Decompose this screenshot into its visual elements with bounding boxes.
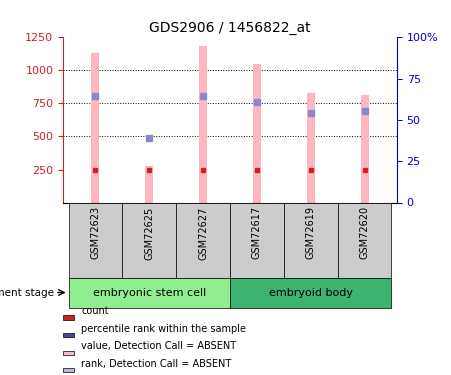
Bar [230,278,391,308]
Text: GSM72619: GSM72619 [306,206,316,259]
Text: count: count [81,306,109,316]
Bar [122,202,176,278]
Text: GSM72625: GSM72625 [144,206,154,260]
Text: value, Detection Call = ABSENT: value, Detection Call = ABSENT [81,341,236,351]
Bar [69,278,230,308]
Text: percentile rank within the sample: percentile rank within the sample [81,324,246,334]
Text: GSM72617: GSM72617 [252,206,262,260]
Bar [63,315,74,320]
Bar [63,351,74,355]
Bar [63,368,74,372]
Bar [253,64,261,202]
Text: GSM72627: GSM72627 [198,206,208,260]
Title: GDS2906 / 1456822_at: GDS2906 / 1456822_at [149,21,311,35]
Bar [63,333,74,337]
Bar [307,93,315,202]
Bar [284,202,338,278]
Text: development stage: development stage [0,288,54,297]
Bar [360,95,368,202]
Text: GSM72623: GSM72623 [91,206,101,260]
Text: rank, Detection Call = ABSENT: rank, Detection Call = ABSENT [81,359,231,369]
Bar [199,46,207,202]
Bar [92,53,100,202]
Text: embryoid body: embryoid body [269,288,353,297]
Bar [145,165,153,202]
Text: GSM72620: GSM72620 [359,206,369,260]
Bar [176,202,230,278]
Bar [69,202,122,278]
Text: embryonic stem cell: embryonic stem cell [92,288,206,297]
Bar [338,202,391,278]
Bar [230,202,284,278]
